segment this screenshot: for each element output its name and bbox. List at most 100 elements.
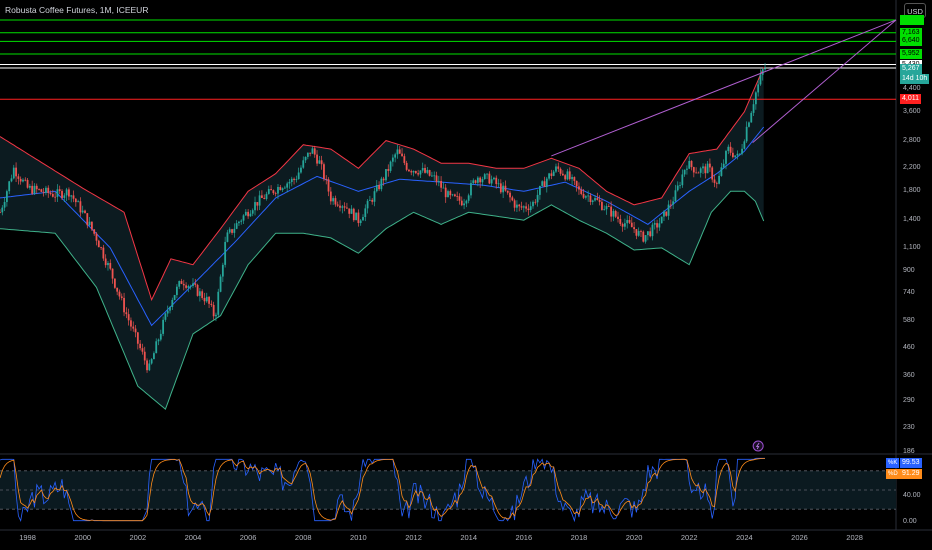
candle	[279, 186, 282, 191]
time-tick-label: 2018	[570, 533, 588, 542]
candle	[169, 307, 171, 311]
candle	[557, 166, 560, 169]
candle	[90, 221, 93, 230]
candle	[334, 198, 337, 205]
candle	[713, 179, 716, 183]
candle	[428, 170, 431, 176]
price-tag-last: 5,267	[900, 64, 922, 74]
candle	[594, 198, 596, 201]
candle	[215, 314, 217, 317]
candle	[745, 126, 748, 142]
candle	[472, 180, 475, 184]
candle	[265, 193, 268, 199]
candle	[74, 198, 77, 203]
candle	[493, 177, 495, 180]
candle	[359, 220, 362, 224]
candle	[451, 194, 454, 196]
candle	[249, 213, 252, 217]
candle	[40, 189, 43, 192]
candle	[637, 231, 640, 236]
candle	[465, 200, 468, 204]
candle	[192, 283, 194, 286]
candle	[506, 190, 509, 193]
candle	[313, 148, 316, 155]
candle	[614, 211, 617, 217]
price-tick-label: 290	[903, 396, 915, 404]
time-tick-label: 2002	[129, 533, 147, 542]
oscillator-tick-label: 0.00	[903, 518, 917, 525]
candle	[173, 295, 176, 300]
candle	[628, 220, 631, 223]
candle	[435, 175, 438, 182]
lightning-icon	[755, 442, 760, 450]
candle	[490, 179, 493, 184]
candle	[424, 167, 426, 173]
candle	[116, 287, 119, 292]
candle	[591, 200, 594, 202]
candle	[596, 198, 599, 200]
candle	[440, 180, 443, 188]
price-tick-label: 2,200	[903, 164, 921, 172]
candle	[136, 332, 139, 344]
candle	[389, 161, 392, 171]
candle	[396, 149, 399, 155]
candle	[130, 320, 132, 327]
candle	[219, 276, 222, 292]
candle	[754, 92, 757, 105]
bollinger-lower-line	[0, 190, 765, 411]
candle	[727, 146, 730, 151]
candle	[663, 211, 665, 217]
candle	[543, 181, 546, 187]
candle	[479, 177, 482, 183]
candle	[323, 164, 325, 180]
candle	[605, 206, 608, 210]
candle	[162, 319, 165, 334]
candle	[401, 153, 403, 157]
candle	[146, 360, 148, 371]
candle	[476, 177, 479, 183]
candle	[242, 215, 245, 221]
candle	[426, 170, 429, 173]
candle	[536, 194, 539, 203]
candle	[33, 185, 36, 194]
candle	[584, 196, 587, 198]
candle	[270, 189, 272, 191]
candle	[709, 163, 711, 168]
candle	[527, 208, 530, 211]
candle	[467, 195, 470, 201]
candle	[520, 206, 523, 208]
candle	[633, 227, 635, 230]
price-tag-top	[900, 15, 924, 25]
time-tick-label: 2024	[736, 533, 753, 542]
candle	[674, 190, 677, 202]
stoch-k-label: %K	[886, 458, 900, 468]
price-tag-green: 5,952	[900, 48, 922, 59]
candle	[150, 359, 153, 364]
candle	[176, 286, 178, 296]
candle	[640, 231, 642, 232]
candle	[690, 160, 693, 168]
candle	[286, 183, 289, 188]
time-tick-label: 2016	[515, 533, 533, 542]
candle	[61, 190, 63, 198]
candle	[17, 176, 20, 179]
candle	[295, 179, 298, 180]
candle	[8, 181, 11, 192]
candle	[134, 328, 137, 333]
candle	[198, 291, 201, 296]
candle	[336, 204, 339, 206]
time-tick-label: 2026	[791, 533, 808, 542]
candle	[77, 201, 80, 203]
candle	[42, 191, 45, 193]
price-tick-label: 1,400	[903, 216, 921, 224]
candle	[497, 183, 500, 185]
candle	[0, 212, 1, 214]
candle	[141, 348, 144, 352]
candle	[290, 178, 293, 182]
candle	[752, 104, 755, 113]
price-tick-label: 460	[903, 344, 915, 351]
candle	[93, 229, 96, 234]
candle	[555, 166, 557, 172]
candle	[254, 202, 256, 211]
